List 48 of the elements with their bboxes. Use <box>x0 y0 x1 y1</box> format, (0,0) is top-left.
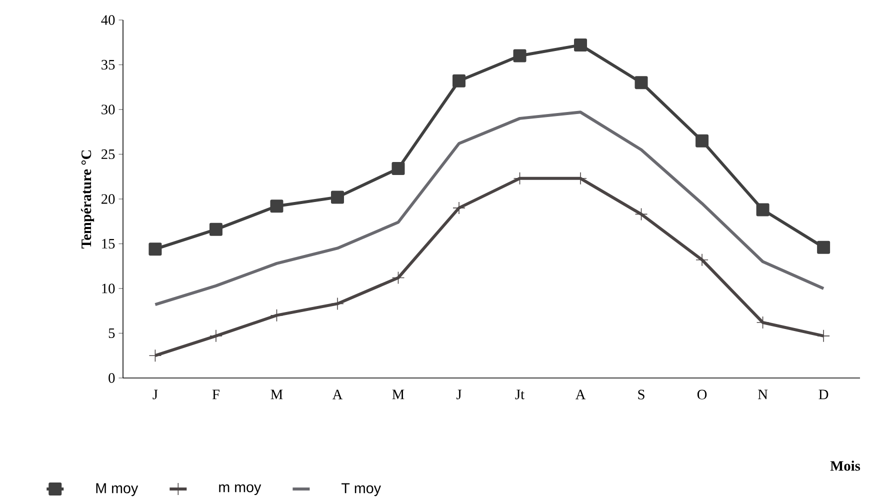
y-tick-label: 5 <box>108 328 115 338</box>
y-tick-label: 35 <box>102 60 115 70</box>
point <box>817 240 830 254</box>
y-tick-label: 0 <box>108 373 115 383</box>
x-tick-label: M <box>270 390 283 400</box>
y-tick-label: 40 <box>101 15 115 25</box>
point <box>270 200 284 213</box>
x-tick-label: N <box>758 390 768 400</box>
point <box>634 76 648 90</box>
x-tick-label: A <box>575 390 586 400</box>
legend-label: m moy <box>219 484 262 496</box>
x-tick-label: M <box>392 390 404 400</box>
x-tick-label: J <box>456 390 462 400</box>
point <box>148 349 162 362</box>
point <box>452 74 466 88</box>
line-series <box>154 110 826 306</box>
point <box>270 308 284 322</box>
x-tick-label: A <box>332 390 343 400</box>
point <box>392 271 405 284</box>
point <box>452 202 466 214</box>
point <box>148 242 162 256</box>
point <box>817 330 830 342</box>
x-axis-title: Mois <box>830 460 860 471</box>
y-tick-label: 25 <box>102 149 115 160</box>
legend-label: M moy <box>96 483 138 496</box>
y-tick-label: 15 <box>102 238 115 249</box>
point <box>330 190 344 204</box>
point <box>756 203 770 216</box>
point <box>209 222 222 236</box>
point <box>513 49 526 62</box>
point <box>696 253 708 266</box>
y-axis-title: Température °C <box>81 150 94 248</box>
x-tick-label: F <box>212 390 220 400</box>
point <box>634 208 648 221</box>
point <box>392 162 405 176</box>
y-tick-label: 10 <box>102 284 115 294</box>
x-tick-label: J <box>152 390 158 400</box>
x-tick-label: O <box>697 390 707 400</box>
point <box>696 134 709 148</box>
y-tick-label: 30 <box>102 104 115 114</box>
legend-label: T moy <box>342 483 381 496</box>
x-tick-label: D <box>818 390 828 400</box>
point <box>756 316 770 329</box>
point <box>574 38 588 52</box>
y-tick-label: 20 <box>102 194 115 204</box>
x-tick-label: Jt <box>515 390 524 400</box>
x-tick-label: S <box>638 390 644 400</box>
point <box>331 297 344 310</box>
